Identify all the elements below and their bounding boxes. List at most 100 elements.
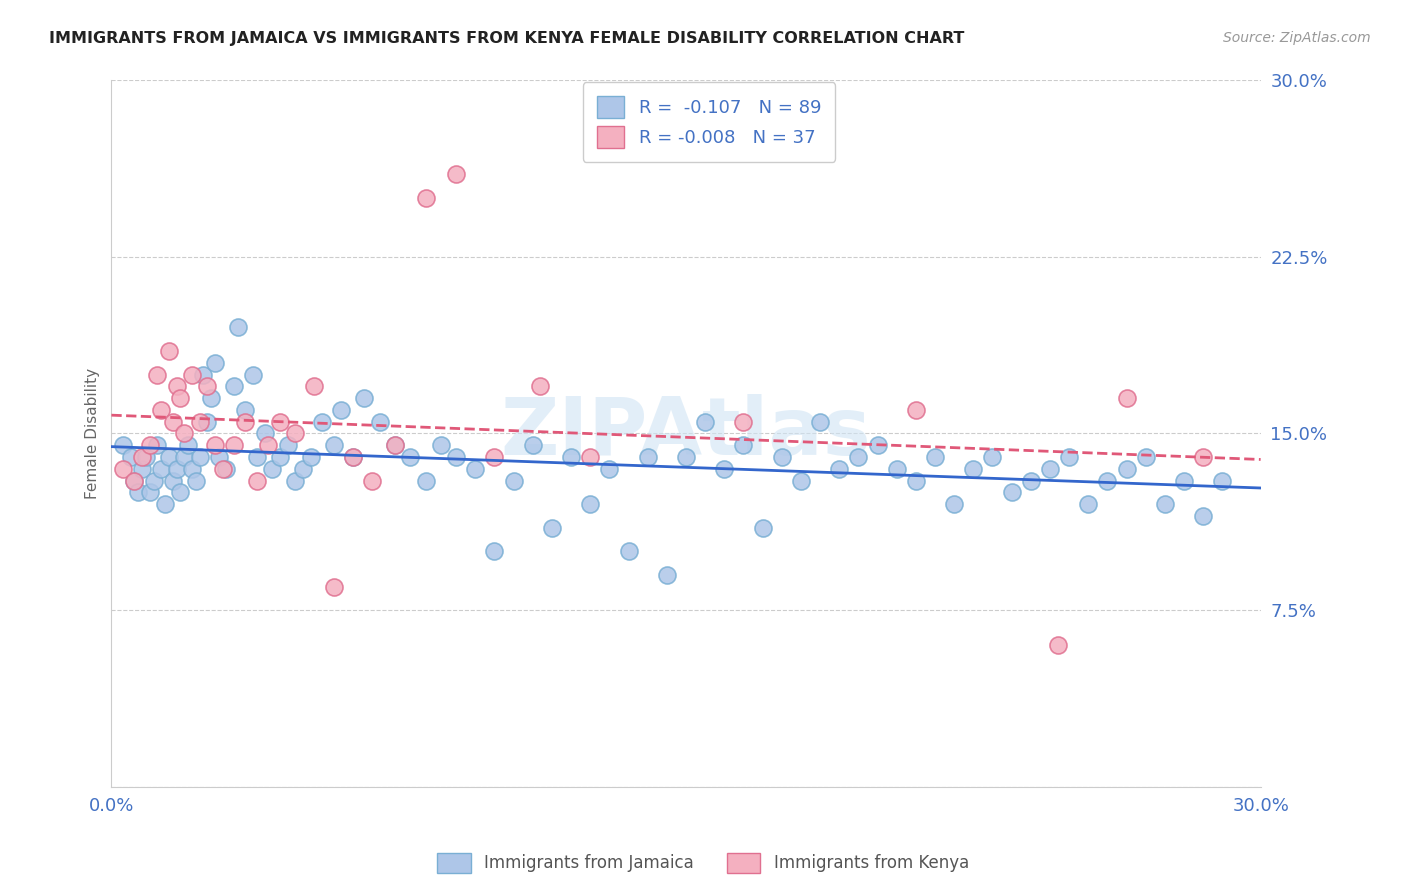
Point	[1115, 391, 1137, 405]
Point	[617, 544, 640, 558]
Point	[235, 402, 257, 417]
Point	[770, 450, 793, 464]
Point	[886, 462, 908, 476]
Point	[299, 450, 322, 464]
Point	[322, 438, 344, 452]
Point	[146, 368, 169, 382]
Point	[162, 415, 184, 429]
Point	[269, 415, 291, 429]
Point	[162, 474, 184, 488]
Point	[127, 485, 149, 500]
Point	[188, 450, 211, 464]
Point	[157, 450, 180, 464]
Point	[444, 167, 467, 181]
Text: ZIPAtlas: ZIPAtlas	[501, 394, 872, 473]
Point	[153, 497, 176, 511]
Point	[579, 450, 602, 464]
Text: Source: ZipAtlas.com: Source: ZipAtlas.com	[1223, 31, 1371, 45]
Point	[962, 462, 984, 476]
Point	[1039, 462, 1062, 476]
Point	[1115, 462, 1137, 476]
Point	[1192, 508, 1215, 523]
Point	[204, 356, 226, 370]
Point	[166, 379, 188, 393]
Point	[790, 474, 813, 488]
Point	[579, 497, 602, 511]
Y-axis label: Female Disability: Female Disability	[86, 368, 100, 499]
Legend: R =  -0.107   N = 89, R = -0.008   N = 37: R = -0.107 N = 89, R = -0.008 N = 37	[582, 82, 835, 162]
Point	[135, 450, 157, 464]
Legend: Immigrants from Jamaica, Immigrants from Kenya: Immigrants from Jamaica, Immigrants from…	[430, 847, 976, 880]
Point	[208, 450, 231, 464]
Point	[541, 521, 564, 535]
Point	[269, 450, 291, 464]
Point	[560, 450, 582, 464]
Point	[1192, 450, 1215, 464]
Point	[180, 462, 202, 476]
Point	[124, 474, 146, 488]
Point	[235, 415, 257, 429]
Point	[277, 438, 299, 452]
Point	[200, 391, 222, 405]
Point	[291, 462, 314, 476]
Point	[111, 438, 134, 452]
Point	[169, 485, 191, 500]
Point	[284, 426, 307, 441]
Point	[598, 462, 620, 476]
Point	[330, 402, 353, 417]
Point	[695, 415, 717, 429]
Point	[342, 450, 364, 464]
Point	[257, 438, 280, 452]
Point	[173, 426, 195, 441]
Point	[866, 438, 889, 452]
Point	[131, 450, 153, 464]
Point	[222, 438, 245, 452]
Point	[173, 450, 195, 464]
Point	[361, 474, 384, 488]
Point	[204, 438, 226, 452]
Point	[111, 462, 134, 476]
Point	[1135, 450, 1157, 464]
Point	[637, 450, 659, 464]
Point	[415, 191, 437, 205]
Point	[713, 462, 735, 476]
Point	[211, 462, 233, 476]
Point	[1173, 474, 1195, 488]
Point	[399, 450, 422, 464]
Point	[138, 438, 160, 452]
Point	[142, 474, 165, 488]
Point	[943, 497, 966, 511]
Point	[215, 462, 238, 476]
Point	[522, 438, 544, 452]
Point	[904, 402, 927, 417]
Point	[226, 320, 249, 334]
Point	[1019, 474, 1042, 488]
Point	[180, 368, 202, 382]
Point	[193, 368, 215, 382]
Point	[342, 450, 364, 464]
Point	[150, 402, 173, 417]
Point	[384, 438, 406, 452]
Point	[655, 567, 678, 582]
Point	[981, 450, 1004, 464]
Point	[1001, 485, 1024, 500]
Point	[150, 462, 173, 476]
Point	[1097, 474, 1119, 488]
Point	[733, 438, 755, 452]
Point	[157, 343, 180, 358]
Point	[138, 485, 160, 500]
Point	[124, 474, 146, 488]
Point	[733, 415, 755, 429]
Point	[120, 450, 142, 464]
Point	[131, 462, 153, 476]
Point	[222, 379, 245, 393]
Point	[284, 474, 307, 488]
Point	[311, 415, 333, 429]
Point	[529, 379, 551, 393]
Text: IMMIGRANTS FROM JAMAICA VS IMMIGRANTS FROM KENYA FEMALE DISABILITY CORRELATION C: IMMIGRANTS FROM JAMAICA VS IMMIGRANTS FR…	[49, 31, 965, 46]
Point	[924, 450, 946, 464]
Point	[415, 474, 437, 488]
Point	[184, 474, 207, 488]
Point	[430, 438, 453, 452]
Point	[1057, 450, 1080, 464]
